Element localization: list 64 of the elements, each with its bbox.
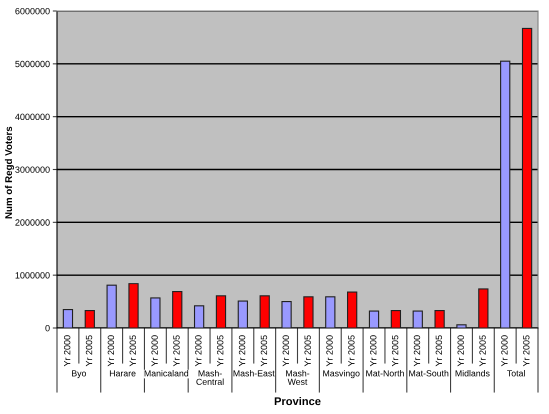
y-tick-label: 5000000: [15, 60, 50, 68]
bar: [150, 297, 161, 328]
x-tick-label: Mat-South: [409, 370, 448, 376]
text: Yr 2000: [501, 335, 508, 366]
x-tick-label: Midlands: [456, 370, 490, 376]
bar: [303, 296, 314, 328]
x-tick-label: Harare: [110, 370, 136, 376]
text: Yr 2000: [458, 335, 464, 366]
y-tick-label: 0: [45, 324, 50, 332]
text: Yr 2000: [64, 335, 70, 366]
text: Yr 2005: [479, 335, 486, 366]
bar: [128, 283, 139, 328]
y-tick-label: 6000000: [15, 8, 50, 14]
bar: [281, 301, 292, 328]
x-tick-label: Masvingo: [323, 370, 360, 378]
bar: [62, 308, 74, 328]
bar: [522, 28, 532, 328]
y-axis-title: Num of Regd Voters: [4, 126, 14, 218]
bar: [500, 60, 510, 328]
y-tick-label: 2000000: [15, 219, 50, 226]
x-tick-label: Total: [507, 370, 525, 376]
text: Yr 2000: [108, 335, 114, 366]
text: Yr 2005: [130, 335, 136, 366]
text: Yr 2005: [304, 335, 311, 366]
bar: [347, 292, 358, 328]
x-axis-title: Province: [274, 397, 321, 406]
text: Yr 2005: [86, 335, 92, 366]
text: Yr 2005: [173, 335, 180, 366]
text: Yr 2000: [326, 335, 333, 366]
text: Yr 2000: [238, 335, 246, 366]
text: Yr 2000: [151, 335, 158, 366]
x-tick-label: Manicaland: [144, 370, 188, 376]
text: Yr 2000: [414, 335, 420, 366]
bar: [194, 305, 204, 328]
text: Yr 2005: [436, 335, 442, 366]
x-tick-label: Byo: [72, 370, 86, 378]
bar: [456, 324, 467, 328]
bar: [260, 295, 270, 328]
bar: [325, 296, 336, 328]
bar: [84, 310, 95, 328]
bar: [368, 310, 380, 328]
text: Yr 2005: [392, 335, 398, 366]
y-tick-label: 4000000: [15, 114, 50, 120]
x-tick-label: Mash- Central: [196, 370, 224, 385]
x-tick-label: Mat-North: [366, 370, 404, 376]
text: Yr 2005: [523, 335, 530, 366]
y-tick-label: 1000000: [16, 272, 50, 279]
text: Yr 2005: [260, 335, 268, 366]
y-tick-label: 3000000: [15, 166, 50, 173]
text: Yr 2000: [370, 335, 376, 366]
bar: [390, 310, 402, 328]
x-tick-label: Mash-East: [234, 370, 275, 376]
bar: [238, 300, 248, 328]
bar: [478, 288, 488, 328]
text: Yr 2005: [217, 335, 224, 366]
bar: [106, 284, 117, 328]
bar: [172, 290, 182, 328]
text: Yr 2000: [282, 335, 289, 366]
text: Yr 2000: [195, 335, 202, 366]
x-tick-label: Mash- West: [286, 370, 310, 385]
bar: [216, 295, 226, 328]
bar: [434, 310, 445, 328]
bar: [412, 310, 423, 328]
text: Yr 2005: [348, 335, 355, 366]
